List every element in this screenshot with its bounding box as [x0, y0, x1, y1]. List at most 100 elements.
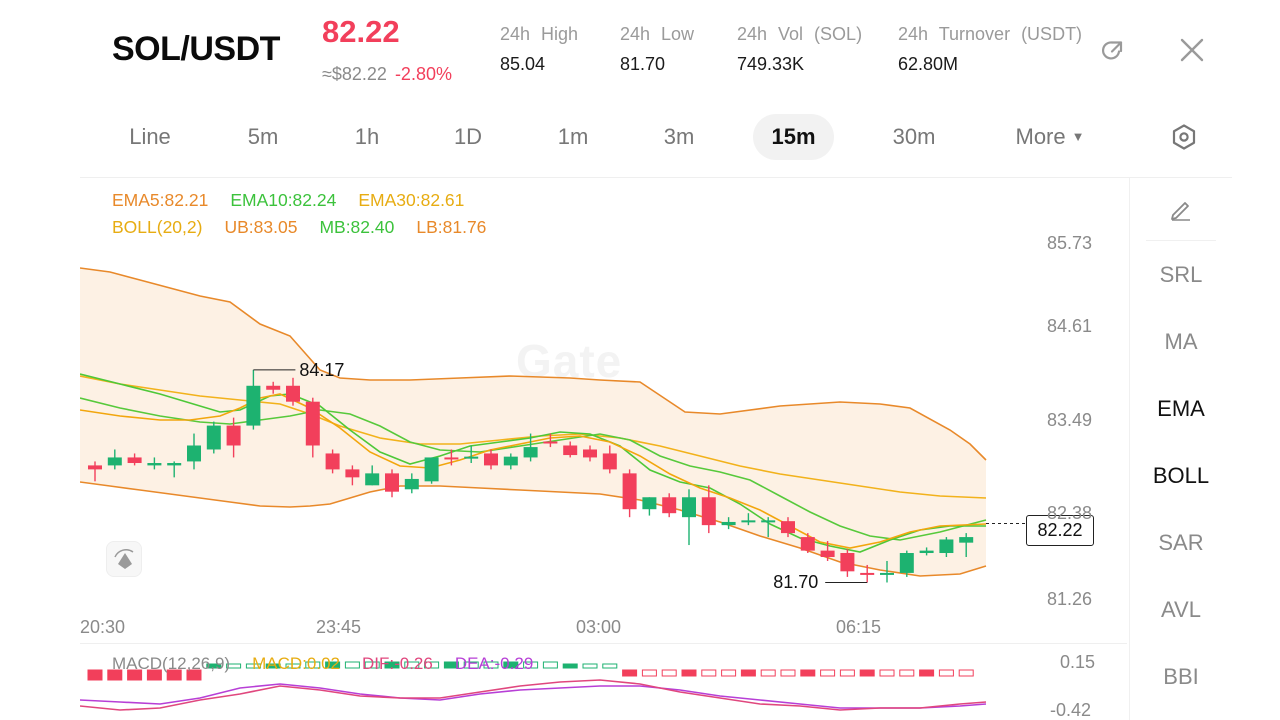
indicator-bbi[interactable]: BBI [1163, 664, 1199, 689]
tab-more[interactable]: More ▼ [1000, 114, 1100, 160]
pencil-icon[interactable] [1168, 196, 1194, 222]
ema10-line [80, 397, 987, 541]
share-icon[interactable] [1098, 36, 1126, 64]
macd-bar [305, 661, 321, 669]
indicator-sar[interactable]: SAR [1158, 530, 1204, 555]
macd-bar [503, 661, 519, 669]
toggle-view-button[interactable] [106, 541, 142, 577]
tab-15m[interactable]: 15m [753, 114, 834, 160]
candle [761, 517, 776, 538]
indicator-boll[interactable]: BOLL [1152, 463, 1210, 488]
candle-body [226, 425, 241, 446]
macd-bar [958, 669, 974, 677]
macd-bar [186, 669, 202, 681]
macd-bar [107, 669, 123, 681]
macd-bar [325, 661, 341, 669]
candle-body [187, 445, 201, 462]
tab-1d[interactable]: 1D [453, 124, 483, 149]
stat-label: 24h Turnover (USDT) [898, 24, 1083, 44]
boll-legend: BOLL(20,2) UB:83.05 MB:82.40 LB:81.76 [112, 217, 508, 238]
candle [800, 533, 815, 554]
indicator-ema[interactable]: EMA [1157, 396, 1205, 421]
macd-bar [622, 669, 638, 677]
stat-24h-turnover: 24h Turnover (USDT) 62.80M [898, 24, 1086, 75]
macd-bar [483, 661, 499, 669]
candle-body [721, 521, 736, 526]
macd-bar [226, 663, 242, 669]
candle-body [820, 550, 835, 557]
macd-bar [463, 661, 479, 669]
candle [880, 560, 894, 583]
candle [305, 397, 320, 458]
ema10-value: EMA10:82.24 [230, 190, 337, 210]
macd-bar [404, 661, 420, 669]
macd-bar [127, 669, 143, 681]
candle-body [88, 465, 102, 470]
candlestick-chart[interactable] [80, 230, 1127, 630]
candle [741, 513, 756, 526]
ema30-line [80, 375, 987, 499]
candle [88, 461, 102, 482]
candle-body [167, 463, 182, 466]
macd-legend: MACD(12,26,9) MACD:0.02 DIF:-0.26 DEA:-0.29 [112, 654, 555, 674]
indicator-ma[interactable]: MA [1164, 329, 1198, 354]
macd-bar [839, 669, 855, 677]
macd-histogram [87, 661, 974, 681]
x-tick-label: 03:00 [576, 617, 622, 637]
close-icon[interactable] [1178, 36, 1206, 64]
macd-bar [582, 663, 598, 669]
macd-bar [740, 669, 756, 677]
macd-bar [919, 669, 935, 677]
macd-bar [206, 663, 222, 669]
tab-line[interactable]: Line [129, 124, 171, 149]
candle [484, 449, 498, 470]
candle [365, 465, 380, 486]
tab-5m[interactable]: 5m [247, 124, 279, 149]
x-tick-label: 06:15 [836, 617, 882, 637]
candle [266, 381, 281, 394]
macd-bar [87, 669, 103, 681]
indicator-avl[interactable]: AVL [1161, 597, 1201, 622]
price-sub: ≈$82.22 -2.80% [322, 64, 452, 85]
indicator-srl[interactable]: SRL [1159, 262, 1203, 287]
candle [919, 547, 934, 556]
macd-bar [285, 663, 301, 669]
dif-value: DIF:-0.26 [361, 654, 433, 673]
candle-body [662, 497, 677, 514]
y-tick-label: 84.61 [1047, 316, 1093, 336]
candle [642, 497, 657, 516]
candle [127, 453, 142, 466]
tab-30m[interactable]: 30m [892, 124, 936, 149]
caret-down-icon: ▼ [1071, 129, 1085, 144]
candle [820, 541, 835, 561]
macd-bar [424, 661, 440, 669]
candle-body [761, 520, 776, 523]
stat-24h-volume: 24h Vol (SOL) 749.33K [737, 24, 862, 75]
candle-body [682, 497, 696, 518]
stat-value: 62.80M [898, 54, 959, 74]
macd-bar [562, 663, 578, 669]
candle-body [246, 385, 261, 426]
divider [1146, 240, 1216, 241]
tab-more-label: More [1015, 124, 1066, 149]
dea-line [80, 683, 987, 709]
stat-label: 24h Low [620, 24, 695, 44]
macd-bar [641, 669, 657, 677]
macd-bar [780, 669, 796, 677]
candle-body [622, 473, 637, 510]
candle-body [385, 473, 399, 492]
tab-1m[interactable]: 1m [557, 124, 589, 149]
candle-body [464, 456, 479, 459]
macd-bar [602, 663, 618, 669]
candle-body [345, 469, 360, 478]
hexagon-gear-icon[interactable] [1170, 123, 1198, 151]
divider [80, 643, 1127, 644]
tab-3m[interactable]: 3m [663, 124, 695, 149]
tab-1h[interactable]: 1h [354, 124, 380, 149]
candle-body [781, 521, 795, 534]
macd-bar [364, 661, 380, 669]
candle-body [206, 425, 221, 450]
candle [286, 377, 300, 406]
rotate-icon [114, 549, 134, 569]
candle-body [444, 457, 459, 460]
